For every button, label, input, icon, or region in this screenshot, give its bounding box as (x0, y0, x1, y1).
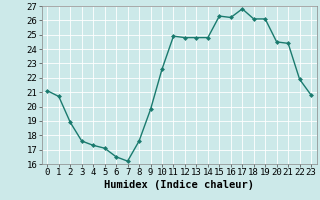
X-axis label: Humidex (Indice chaleur): Humidex (Indice chaleur) (104, 180, 254, 190)
